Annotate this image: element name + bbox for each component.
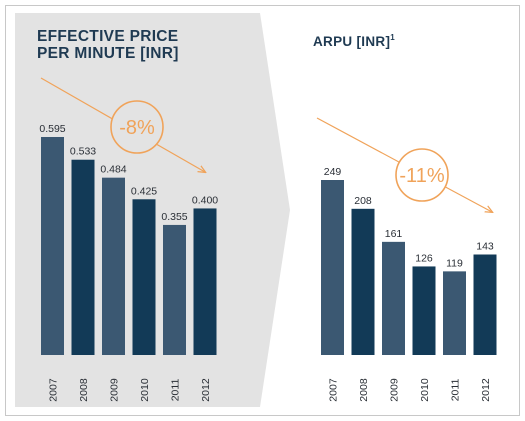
left-value-label-2008: 0.533 [70, 146, 96, 158]
left-badge-label: -8% [119, 117, 155, 139]
right-badge-label: -11% [399, 165, 444, 187]
left-value-label-2011: 0.355 [161, 211, 187, 223]
right-chart-title: ARPU [INR]1 [313, 33, 395, 49]
right-value-label-2009: 161 [385, 228, 403, 240]
left-change-badge: -8% [40, 77, 205, 172]
right-value-label-2008: 208 [354, 195, 372, 207]
left-bar-2007 [41, 137, 64, 355]
right-bar-2011 [443, 271, 466, 355]
left-chart-title-line1: EFFECTIVE PRICE [37, 28, 178, 45]
right-value-label-2011: 119 [446, 257, 463, 269]
left-x-tick-2012: 2012 [200, 378, 212, 402]
left-x-tick-2010: 2010 [139, 378, 151, 402]
left-bar-2011 [163, 224, 186, 355]
left-x-tick-2009: 2009 [109, 378, 121, 402]
right-bar-2010 [412, 266, 436, 355]
left-badge-circle [110, 100, 164, 154]
right-x-tick-2012: 2012 [480, 378, 492, 402]
right-x-tick-2009: 2009 [389, 378, 401, 402]
right-bar-2009 [382, 241, 405, 355]
right-badge-circle [395, 148, 449, 202]
right-bar-2007 [321, 180, 344, 355]
left-x-tick-2011: 2011 [170, 379, 182, 402]
right-value-label-2010: 126 [415, 252, 433, 264]
right-change-badge: -11% [316, 117, 492, 212]
right-value-label-2012: 143 [476, 240, 494, 252]
right-chart-title-superscript: 1 [390, 33, 395, 42]
left-value-label-2009: 0.484 [100, 164, 126, 176]
left-chart-title-line2: PER MINUTE [INR] [37, 45, 179, 62]
left-value-label-2010: 0.425 [131, 185, 157, 197]
right-bar-2008 [351, 208, 375, 355]
left-x-tick-2008: 2008 [78, 378, 90, 402]
right-x-tick-2007: 2007 [328, 378, 340, 402]
left-x-tick-2007: 2007 [48, 378, 60, 402]
left-bar-2009 [102, 177, 125, 355]
right-x-tick-2010: 2010 [419, 378, 431, 402]
right-x-tick-2011: 2011 [450, 379, 462, 402]
bars-layer: 0.595 2007 0.533 2008 0.484 2009 0.425 2010 0.35… [39, 123, 497, 402]
right-chart-title-text: ARPU [INR] [313, 34, 390, 49]
left-value-label-2007: 0.595 [39, 123, 65, 135]
right-value-label-2007: 249 [324, 166, 342, 178]
left-bar-2012 [193, 208, 217, 355]
right-bar-2012 [473, 254, 497, 355]
left-bar-2010 [132, 199, 156, 355]
left-value-label-2012: 0.400 [192, 194, 218, 206]
left-bar-2008 [71, 159, 95, 355]
right-x-tick-2008: 2008 [358, 378, 370, 402]
